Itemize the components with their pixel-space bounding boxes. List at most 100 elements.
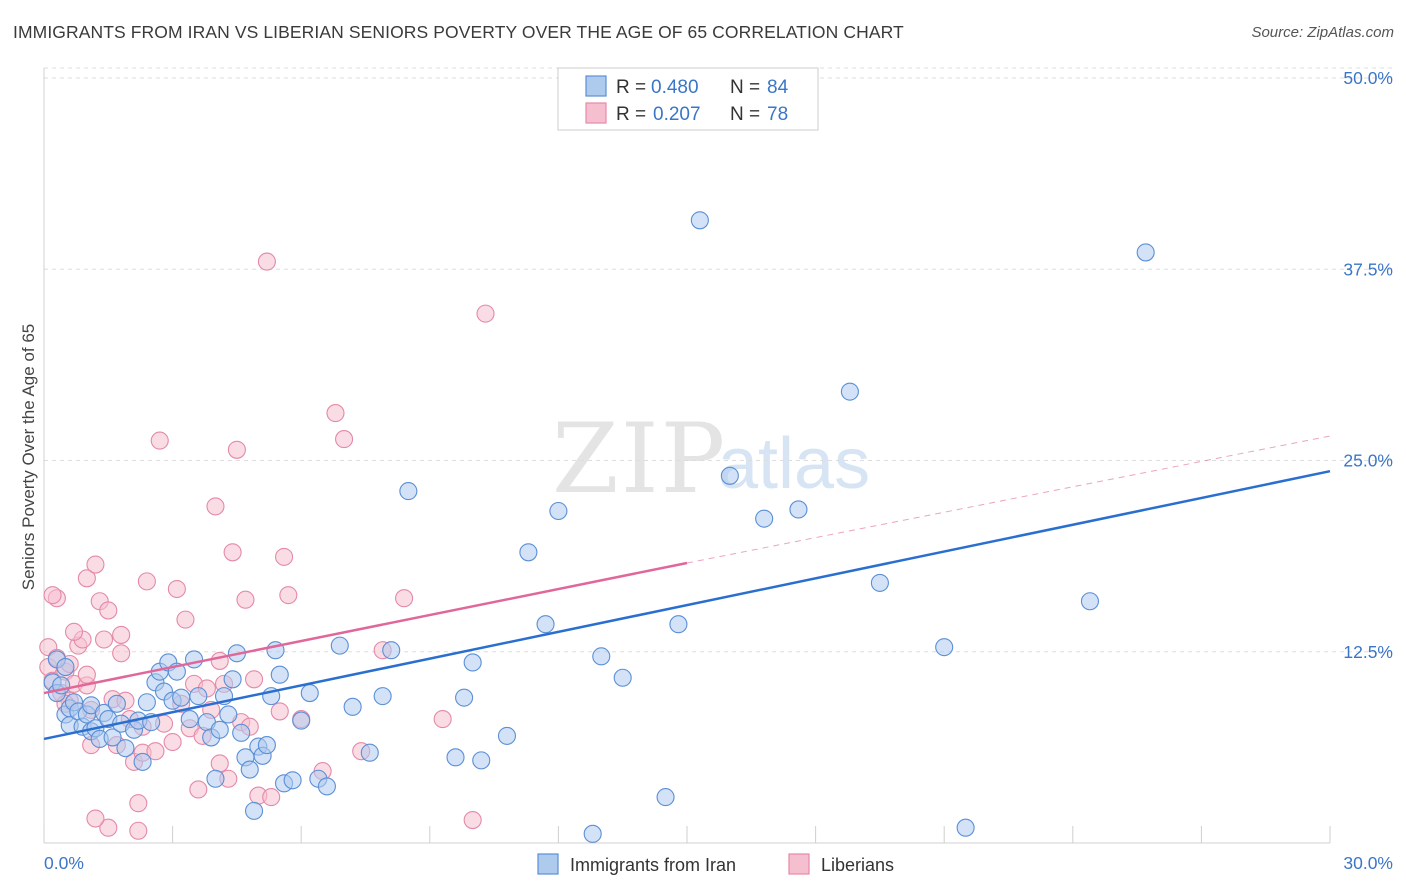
iran-point-18 xyxy=(103,728,122,747)
iran-point-35 xyxy=(184,650,204,669)
liberians-point-12 xyxy=(77,569,96,588)
legend-swatch-iran xyxy=(585,75,607,97)
legend-n-label-iran: N = xyxy=(730,77,760,98)
iran-point-21 xyxy=(116,739,135,758)
iran-point-45 xyxy=(232,723,251,742)
iran-point-58 xyxy=(300,684,319,703)
y-tick-label-1: 25.0% xyxy=(1343,451,1393,471)
liberians-point-50 xyxy=(223,543,242,562)
legend-r-label-liberians: R = xyxy=(616,104,646,125)
series-iran-points xyxy=(43,211,1155,843)
liberians-point-45 xyxy=(206,497,225,516)
iran-point-77 xyxy=(613,668,632,687)
liberians-point-16 xyxy=(86,555,105,574)
y-tick-label-0: 12.5% xyxy=(1343,642,1393,662)
iran-point-56 xyxy=(283,771,302,790)
liberians-point-36 xyxy=(167,579,186,599)
legend-n-label-liberians: N = xyxy=(730,104,760,125)
iran-point-71 xyxy=(497,726,517,745)
liberians-point-70 xyxy=(463,810,482,830)
iran-point-57 xyxy=(292,711,311,730)
iran-point-48 xyxy=(244,801,264,820)
iran-point-76 xyxy=(592,647,611,666)
iran-point-73 xyxy=(536,615,555,634)
iran-point-83 xyxy=(789,500,808,519)
x-tick-label-max: 30.0% xyxy=(1343,853,1393,873)
x-tick-label-min: 0.0% xyxy=(44,853,84,873)
iran-point-51 xyxy=(257,736,276,755)
liberians-point-68 xyxy=(395,589,414,608)
watermark: ZIP atlas xyxy=(552,403,870,515)
legend-r-value-iran: 0.480 xyxy=(651,77,699,98)
liberians-point-51 xyxy=(227,440,246,459)
iran-point-86 xyxy=(935,638,954,657)
bottom-legend-swatch-liberians xyxy=(788,853,810,875)
legend-n-value-iran: 84 xyxy=(767,77,789,98)
iran-point-19 xyxy=(107,694,126,713)
iran-point-39 xyxy=(206,769,225,788)
iran-point-25 xyxy=(137,693,156,712)
iran-point-67 xyxy=(446,748,465,767)
liberians-point-33 xyxy=(150,431,169,450)
iran-point-75 xyxy=(583,824,602,843)
iran-point-66 xyxy=(399,482,418,501)
y-tick-label-3: 50.0% xyxy=(1343,68,1393,88)
bottom-legend-label-liberians: Liberians xyxy=(821,855,894,875)
liberians-point-58 xyxy=(262,788,281,807)
y-axis-label: Seniors Poverty Over the Age of 65 xyxy=(19,324,38,590)
liberians-point-23 xyxy=(112,644,131,663)
iran-point-61 xyxy=(330,636,349,655)
iran-point-68 xyxy=(455,688,474,707)
iran-point-87 xyxy=(956,818,975,837)
liberians-point-19 xyxy=(99,601,118,620)
bottom-legend-label-iran: Immigrants from Iran xyxy=(570,855,736,875)
legend-r-label-iran: R = xyxy=(616,77,646,98)
iran-point-42 xyxy=(219,705,238,724)
liberians-point-74 xyxy=(64,622,84,641)
legend-r-value-liberians: 0.207 xyxy=(653,104,701,125)
liberians-point-47 xyxy=(210,651,229,670)
iran-point-60 xyxy=(317,777,336,796)
liberians-point-18 xyxy=(94,630,114,649)
liberians-point-60 xyxy=(275,547,294,566)
iran-point-84 xyxy=(840,382,859,401)
iran-point-81 xyxy=(720,466,739,485)
x-axis-tick-marks xyxy=(43,826,1331,843)
iran-point-34 xyxy=(180,710,199,729)
liberians-point-35 xyxy=(163,732,182,752)
liberians-point-24 xyxy=(112,625,131,644)
iran-point-79 xyxy=(669,615,688,634)
liberians-point-76 xyxy=(77,665,96,684)
stats-legend: R = 0.480 N = 84 R = 0.207 N = 78 xyxy=(557,67,819,131)
liberians-point-61 xyxy=(279,586,298,605)
watermark-zip: ZIP xyxy=(552,403,727,515)
liberians-point-28 xyxy=(129,794,148,813)
iran-point-69 xyxy=(463,653,482,672)
trend-line-iran xyxy=(43,469,1331,741)
liberians-point-46 xyxy=(210,754,229,773)
iran-point-80 xyxy=(690,211,709,230)
liberians-point-57 xyxy=(257,252,276,271)
legend-n-value-liberians: 78 xyxy=(767,104,788,125)
liberians-point-73 xyxy=(129,821,148,840)
iran-point-24 xyxy=(133,752,152,771)
iran-point-65 xyxy=(382,641,401,660)
iran-point-5 xyxy=(56,657,75,677)
liberians-point-71 xyxy=(476,304,495,323)
iran-point-78 xyxy=(656,788,675,807)
iran-point-72 xyxy=(519,543,538,562)
iran-point-36 xyxy=(189,687,208,706)
iran-point-85 xyxy=(870,573,889,592)
iran-point-70 xyxy=(472,751,491,770)
liberians-point-55 xyxy=(244,670,264,689)
watermark-atlas: atlas xyxy=(718,424,870,504)
iran-point-62 xyxy=(343,697,362,716)
iran-point-43 xyxy=(223,670,242,689)
chart-title: IMMIGRANTS FROM IRAN VS LIBERIAN SENIORS… xyxy=(13,22,904,42)
bottom-legend-swatch-iran xyxy=(537,853,559,875)
liberians-point-75 xyxy=(43,586,62,605)
iran-point-63 xyxy=(360,743,379,762)
series-legend: Immigrants from Iran Liberians xyxy=(537,853,894,875)
